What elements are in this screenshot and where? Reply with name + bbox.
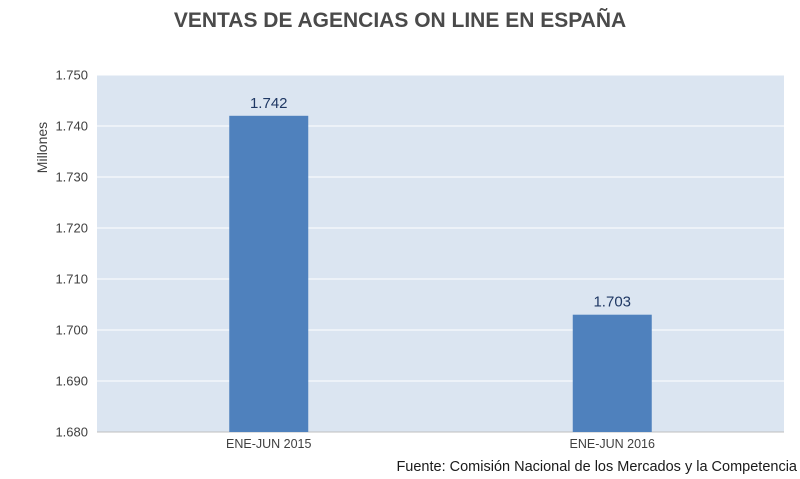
- data-label: 1.742: [250, 95, 288, 112]
- y-tick-label: 1.680: [55, 425, 88, 440]
- y-tick-label: 1.720: [55, 221, 88, 236]
- y-tick-label: 1.700: [55, 323, 88, 338]
- chart-title: VENTAS DE AGENCIAS ON LINE EN ESPAÑA: [173, 9, 627, 32]
- data-label: 1.703: [593, 294, 631, 311]
- x-tick-label: ENE-JUN 2016: [570, 437, 655, 451]
- y-axis-title: Millones: [34, 122, 50, 173]
- source-note: Fuente: Comisión Nacional de los Mercado…: [396, 459, 797, 475]
- y-tick-label: 1.730: [55, 170, 88, 185]
- y-tick-label: 1.750: [55, 68, 88, 83]
- plot-background: [97, 75, 784, 432]
- y-tick-label: 1.710: [55, 272, 88, 287]
- bar: [229, 115, 309, 433]
- y-tick-label: 1.740: [55, 119, 88, 134]
- plot-area: 1.680 1.690 1.700 1.710 1.720 1.730 1.740 1.750…: [34, 68, 784, 451]
- x-tick-label: ENE-JUN 2015: [226, 437, 311, 451]
- bar: [572, 314, 652, 432]
- y-tick-label: 1.690: [55, 374, 88, 389]
